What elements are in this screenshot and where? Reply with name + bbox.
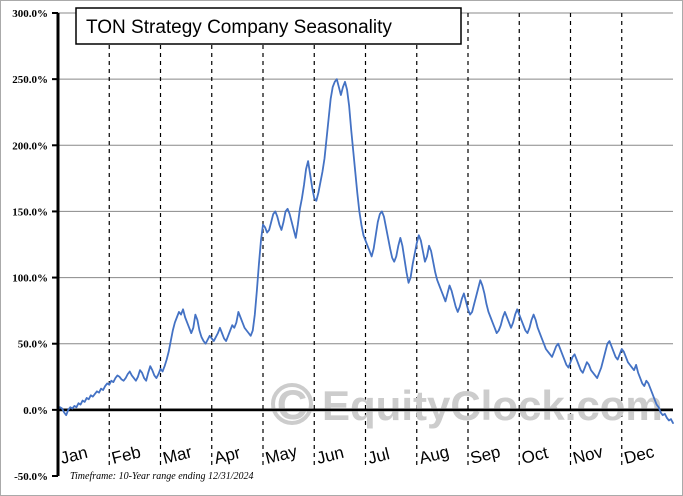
y-tick-label: 0.0% <box>23 405 48 417</box>
watermark-copyright-glyph: C <box>277 381 307 428</box>
month-gridlines <box>108 13 623 467</box>
timeframe-footnote: Timeframe: 10-Year range ending 12/31/20… <box>70 471 254 482</box>
chart-title-box: TON Strategy Company Seasonality <box>75 7 462 45</box>
y-tick-label: 250.0% <box>12 74 48 86</box>
y-tick-label: 50.0% <box>18 339 48 351</box>
y-tick-label: 200.0% <box>12 140 48 152</box>
y-tick-label: 150.0% <box>12 206 48 218</box>
chart-title-frame <box>75 7 462 45</box>
x-tick-label-jul: Jul <box>366 444 392 468</box>
watermark: C EquityClock.com <box>271 381 663 429</box>
y-tick-label: 300.0% <box>12 8 48 20</box>
y-tick-label: 100.0% <box>12 273 48 285</box>
y-axis: -50.0% 0.0% 50.0% 100.0% 150.0% 200.0% 250.0% 3… <box>12 8 58 483</box>
chart-title: TON Strategy Company Seasonality <box>86 17 392 38</box>
y-tick-label: -50.0% <box>14 471 48 483</box>
seasonality-line <box>57 78 674 424</box>
watermark-label: EquityClock.com <box>322 382 663 429</box>
